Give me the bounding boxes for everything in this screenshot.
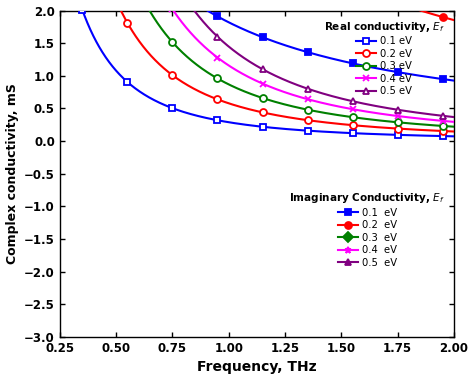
X-axis label: Frequency, THz: Frequency, THz (197, 361, 317, 374)
Y-axis label: Complex conductivity, mS: Complex conductivity, mS (6, 83, 18, 264)
Legend: 0.1  eV, 0.2  eV, 0.3  eV, 0.4  eV, 0.5  eV: 0.1 eV, 0.2 eV, 0.3 eV, 0.4 eV, 0.5 eV (285, 187, 449, 272)
